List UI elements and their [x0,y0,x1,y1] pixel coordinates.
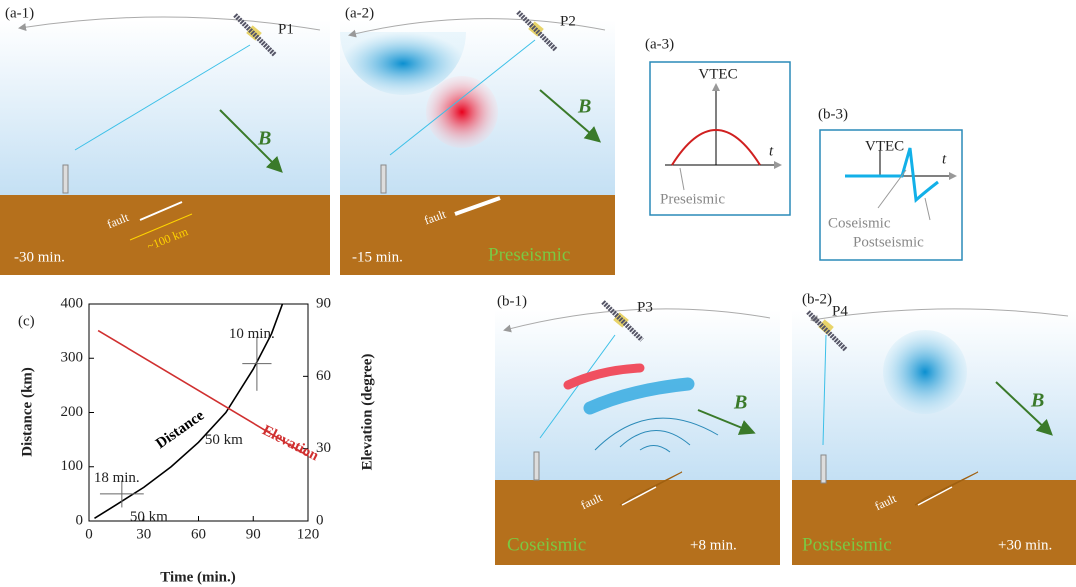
field-label: B [733,392,747,414]
panel-label: (b-1) [497,293,527,309]
field-label: B [257,128,271,150]
series-label: Distance [153,407,208,452]
panel-label: (a-1) [5,5,34,21]
field-label: B [577,96,591,118]
panel-label: (b-3) [818,106,848,122]
y-label: VTEC [698,66,737,82]
panel-b3: (b-3) VTEC t Coseismic Postseismic [818,106,962,260]
x-tick-label: 0 [85,526,93,542]
series-label: Elevation [260,422,322,464]
satellite-label: P2 [560,13,576,29]
curve-label: Coseismic [828,215,891,231]
phase-label: Preseismic [488,244,570,265]
sky [0,20,330,195]
panel-b2: (b-2) P4 B fault Postseismic +30 min. [792,291,1076,565]
field-label: B [1030,390,1044,412]
phase-label: Coseismic [507,534,586,555]
y-label: VTEC [865,138,904,154]
receiver [821,455,826,483]
error-y-label: 50 km [130,509,168,525]
y2-tick-label: 60 [316,368,331,384]
curve-label: Postseismic [853,234,924,250]
chart-c: (c) Time (min.) Distance (km) Elevation … [18,295,375,585]
error-y-label: 50 km [205,432,243,448]
panel-label: (a-2) [345,5,374,21]
receiver [63,165,68,193]
phase-label: Postseismic [802,534,892,555]
y2-axis-title: Elevation (degree) [359,354,375,471]
x-tick-label: 60 [191,526,206,542]
y-tick-label: 100 [61,458,84,474]
panel-a2: (a-2) P2 B fault -15 min. Preseismic [340,5,615,275]
curve-label: Preseismic [660,191,725,207]
time-label: -30 min. [14,249,65,265]
panel-b1: (b-1) P3 B fault Coseismic +8 min. [495,293,780,565]
y-tick-label: 400 [61,295,84,311]
time-label: -15 min. [352,249,403,265]
panel-label: (c) [18,313,35,329]
y2-tick-label: 0 [316,512,324,528]
receiver [534,452,539,480]
y-tick-label: 0 [76,512,84,528]
x-tick-label: 90 [246,526,261,542]
receiver [381,165,386,193]
panel-a1: (a-1) P1 B fault ~100 km -30 min. [0,5,330,275]
panel-label: (a-3) [645,36,674,52]
time-label: +30 min. [998,537,1052,553]
enhancement [426,76,498,148]
y-tick-label: 200 [61,404,84,420]
x-axis-title: Time (min.) [160,569,236,585]
error-x-label: 18 min. [94,470,140,486]
error-x-label: 10 min. [229,326,275,342]
depletion [883,330,967,414]
y-tick-label: 300 [61,350,84,366]
satellite-label: P4 [832,303,848,319]
figure: (a-1) P1 B fault ~100 km -30 min. (a-2) … [0,0,1076,587]
panel-label: (b-2) [802,291,832,307]
satellite-label: P1 [278,21,294,37]
x-tick-label: 30 [136,526,151,542]
x-tick-label: 120 [297,526,320,542]
y2-tick-label: 90 [316,295,331,311]
panel-a3: (a-3) VTEC t Preseismic [645,36,790,215]
time-label: +8 min. [690,537,737,553]
satellite-label: P3 [637,299,653,315]
y-axis-title: Distance (km) [19,367,35,457]
